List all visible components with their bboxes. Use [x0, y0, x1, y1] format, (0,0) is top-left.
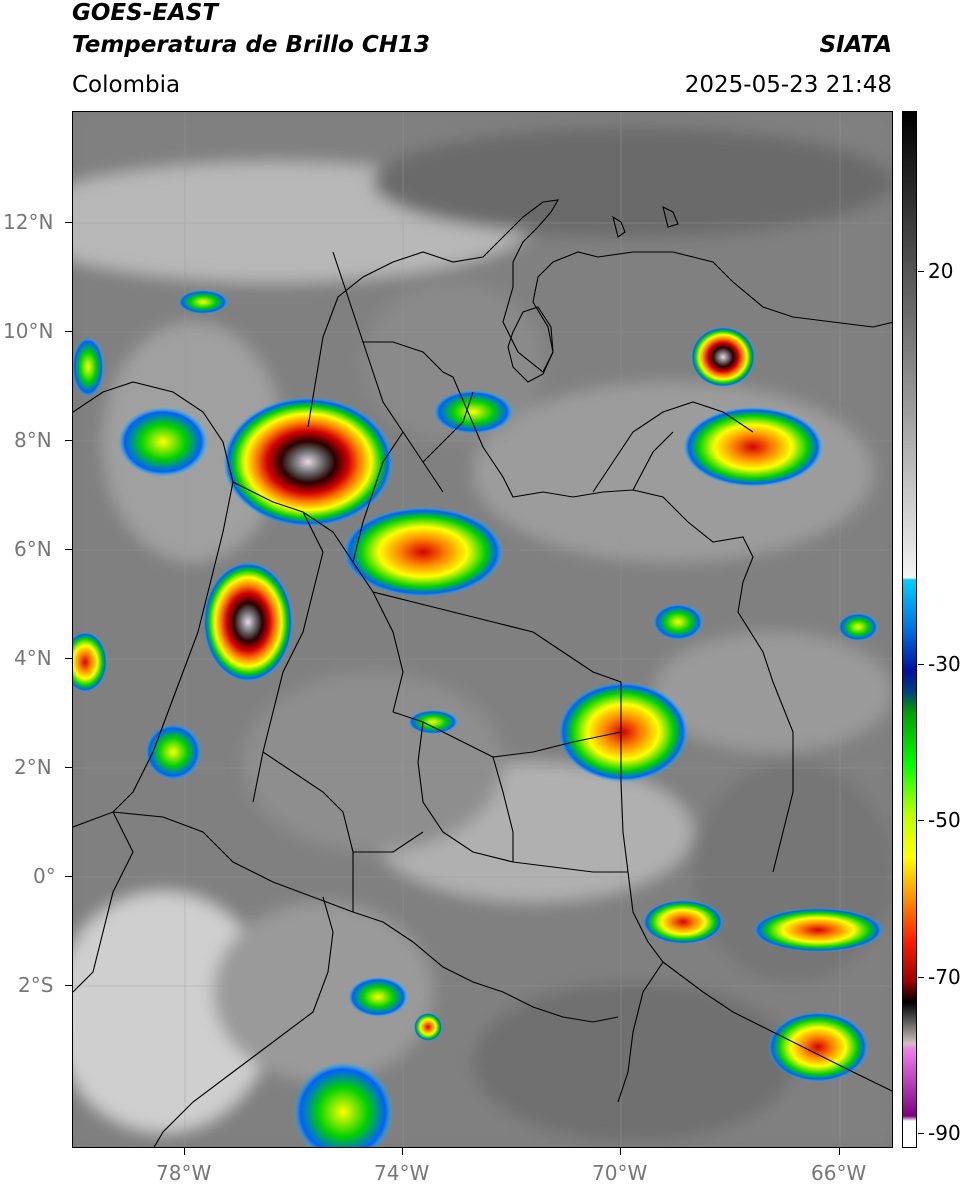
curacao — [662, 205, 679, 228]
department-8 — [352, 431, 404, 563]
storm-cell-pacific — [118, 407, 208, 477]
lat-tick — [65, 440, 72, 441]
storm-cell-falcon — [691, 327, 755, 387]
region-label: Colombia — [72, 72, 181, 98]
storm-cells — [73, 290, 883, 1147]
lat-tick — [65, 658, 72, 659]
department-3 — [372, 591, 622, 782]
colorbar-label-minus30: -30 — [928, 652, 961, 676]
colorbar-label-20: 20 — [928, 259, 954, 283]
department-2 — [252, 511, 324, 803]
aruba — [612, 215, 626, 238]
colorbar-label-minus50: -50 — [928, 808, 961, 832]
venezuela-states-1 — [592, 401, 754, 493]
lon-tick — [839, 1148, 840, 1155]
borders — [73, 199, 892, 1147]
storm-cell-choco — [203, 562, 293, 682]
lat-label-2N: 2°N — [14, 755, 52, 779]
lat-tick — [65, 876, 72, 877]
lon-tick — [620, 1148, 621, 1155]
lat-tick — [65, 331, 72, 332]
lon-label-70W: 70°W — [592, 1161, 648, 1185]
storm-cell-caribbean — [178, 290, 228, 314]
colombia-ecuador-peru-border — [73, 811, 619, 1023]
lat-tick — [65, 549, 72, 550]
title-satellite: GOES-EAST — [72, 0, 219, 26]
title-product: Temperatura de Brillo CH13 — [72, 32, 430, 58]
colorbar-tick — [918, 1133, 924, 1134]
satellite-map — [72, 111, 893, 1148]
colorbar-gradient — [903, 112, 916, 1147]
map-canvas — [73, 112, 892, 1147]
colorbar — [902, 111, 917, 1148]
lon-label-66W: 66°W — [811, 1161, 867, 1185]
storm-cell-ecuador — [348, 977, 408, 1017]
storm-cell-santander — [343, 507, 503, 597]
colombia-venezuela-border — [452, 376, 794, 873]
storm-cell-lara — [683, 407, 823, 487]
pacific-coast — [73, 381, 234, 813]
timestamp-label: 2025-05-23 21:48 — [684, 72, 892, 98]
department-11 — [353, 831, 424, 853]
cloud-texture — [73, 112, 892, 1147]
brazil-line — [662, 961, 892, 1092]
peru-boundary — [153, 896, 334, 1147]
storm-cell-peru — [414, 1013, 442, 1041]
caribbean-coast — [307, 199, 892, 428]
venezuela-states-2 — [632, 431, 674, 491]
lat-tick — [65, 767, 72, 768]
lat-label-2S: 2°S — [18, 973, 54, 997]
lat-label-4N: 4°N — [14, 646, 52, 670]
department-7 — [332, 251, 444, 493]
department-12 — [492, 756, 514, 862]
storm-cell-caqueta — [643, 900, 723, 944]
colorbar-tick — [918, 664, 924, 665]
organization-label: SIATA — [819, 32, 892, 58]
lon-tick — [402, 1148, 403, 1155]
lon-label-78W: 78°W — [156, 1161, 212, 1185]
lat-tick — [65, 985, 72, 986]
lake-maracaibo — [507, 306, 554, 383]
lat-tick — [65, 222, 72, 223]
storm-cell-guyana — [653, 604, 703, 640]
storm-cell-antioquia — [223, 397, 393, 527]
colorbar-tick — [918, 977, 924, 978]
storm-cell-narino — [145, 724, 201, 780]
lat-label-12N: 12°N — [3, 210, 54, 234]
colorbar-tick — [918, 820, 924, 821]
colorbar-label-minus90: -90 — [928, 1121, 961, 1145]
lon-label-74W: 74°W — [374, 1161, 430, 1185]
storm-cell-west-edge — [73, 632, 107, 692]
lat-label-6N: 6°N — [14, 537, 52, 561]
department-9 — [422, 391, 474, 463]
storm-cell-panama — [73, 337, 104, 397]
colombia-brazil-border — [617, 781, 664, 1103]
storm-cell-amazonas-east — [768, 1012, 868, 1082]
storm-cell-catatumbo — [433, 390, 513, 434]
colorbar-label-minus70: -70 — [928, 965, 961, 989]
storm-cell-vichada — [558, 682, 688, 782]
lon-tick — [184, 1148, 185, 1155]
storm-cell-putumayo — [293, 1062, 393, 1147]
lat-label-8N: 8°N — [14, 428, 52, 452]
department-10 — [363, 341, 454, 378]
ecuador-coast — [73, 811, 134, 993]
storm-cell-amazonas-ne — [753, 908, 883, 952]
department-6 — [262, 751, 354, 912]
department-5 — [417, 721, 628, 873]
lat-label-0: 0° — [33, 864, 56, 888]
gridlines — [73, 112, 892, 1147]
storm-cell-far-east — [838, 613, 878, 641]
colorbar-tick — [918, 271, 924, 272]
storm-cell-meta — [408, 710, 458, 734]
lat-label-10N: 10°N — [3, 319, 54, 343]
